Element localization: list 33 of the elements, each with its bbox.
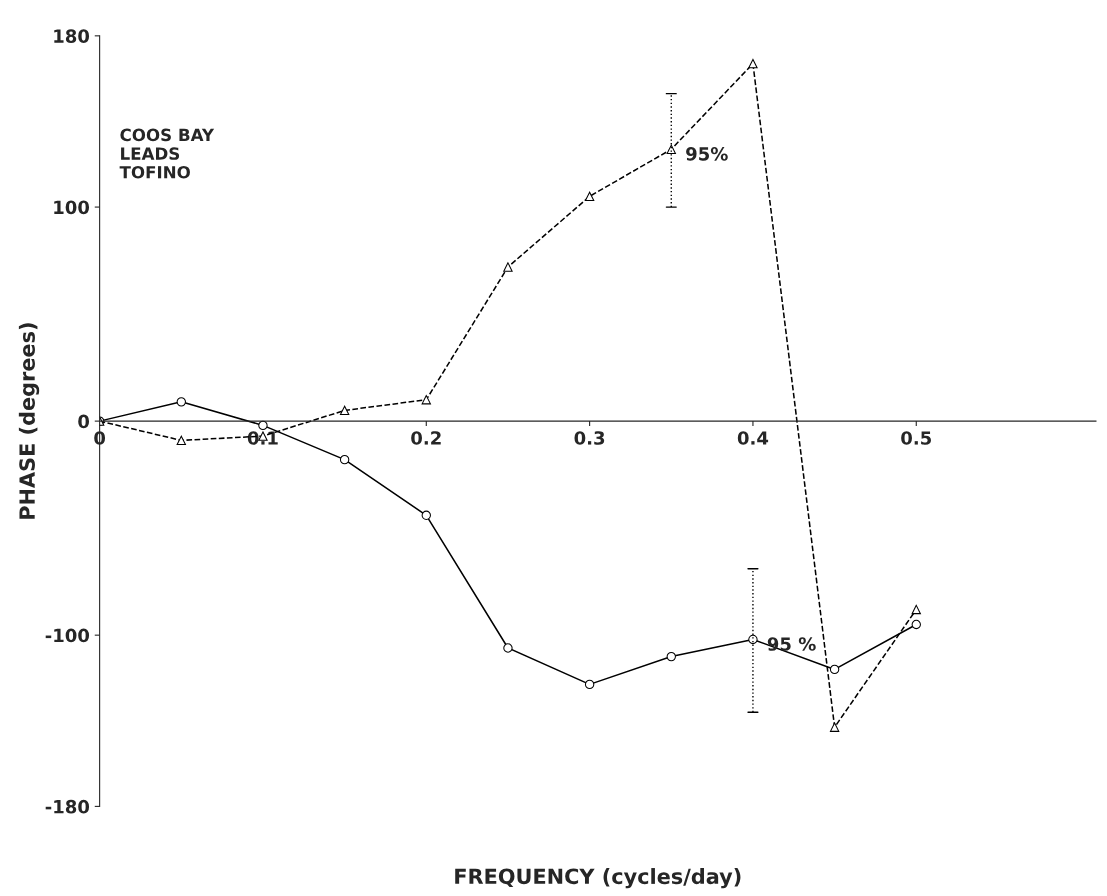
point [584,191,595,202]
point [748,58,758,69]
point [421,510,431,520]
annotation: 95 % [767,637,816,651]
point [176,435,186,446]
point [584,679,595,690]
annotation: 95% [686,146,728,161]
y-axis-title: PHASE (degrees) [18,323,40,519]
y-tick-label: 0 [78,414,90,429]
x-axis-title: FREQUENCY (cycles/day) [455,868,741,889]
point [339,454,350,465]
y-tick-label: -180 [45,799,90,814]
point [666,651,676,662]
point [421,395,431,405]
y-tick-label: -100 [45,628,90,643]
point [666,144,676,154]
x-tick-label: 0.2 [411,431,441,445]
point [339,405,350,416]
x-tick-label: 0.1 [247,431,278,445]
point [503,643,513,653]
point [176,397,186,407]
x-tick-label: 0.3 [574,431,605,445]
x-tick-label: 0.5 [901,431,931,445]
point [829,664,840,675]
point [829,722,840,732]
point [911,604,921,615]
annotation: COOS BAY LEADS TOFINO [119,128,215,179]
y-tick-label: 100 [54,200,90,215]
point [258,420,268,431]
point [503,262,513,272]
x-tick-label: 0.4 [737,431,769,445]
y-tick-label: 180 [54,29,90,43]
point [911,619,921,630]
